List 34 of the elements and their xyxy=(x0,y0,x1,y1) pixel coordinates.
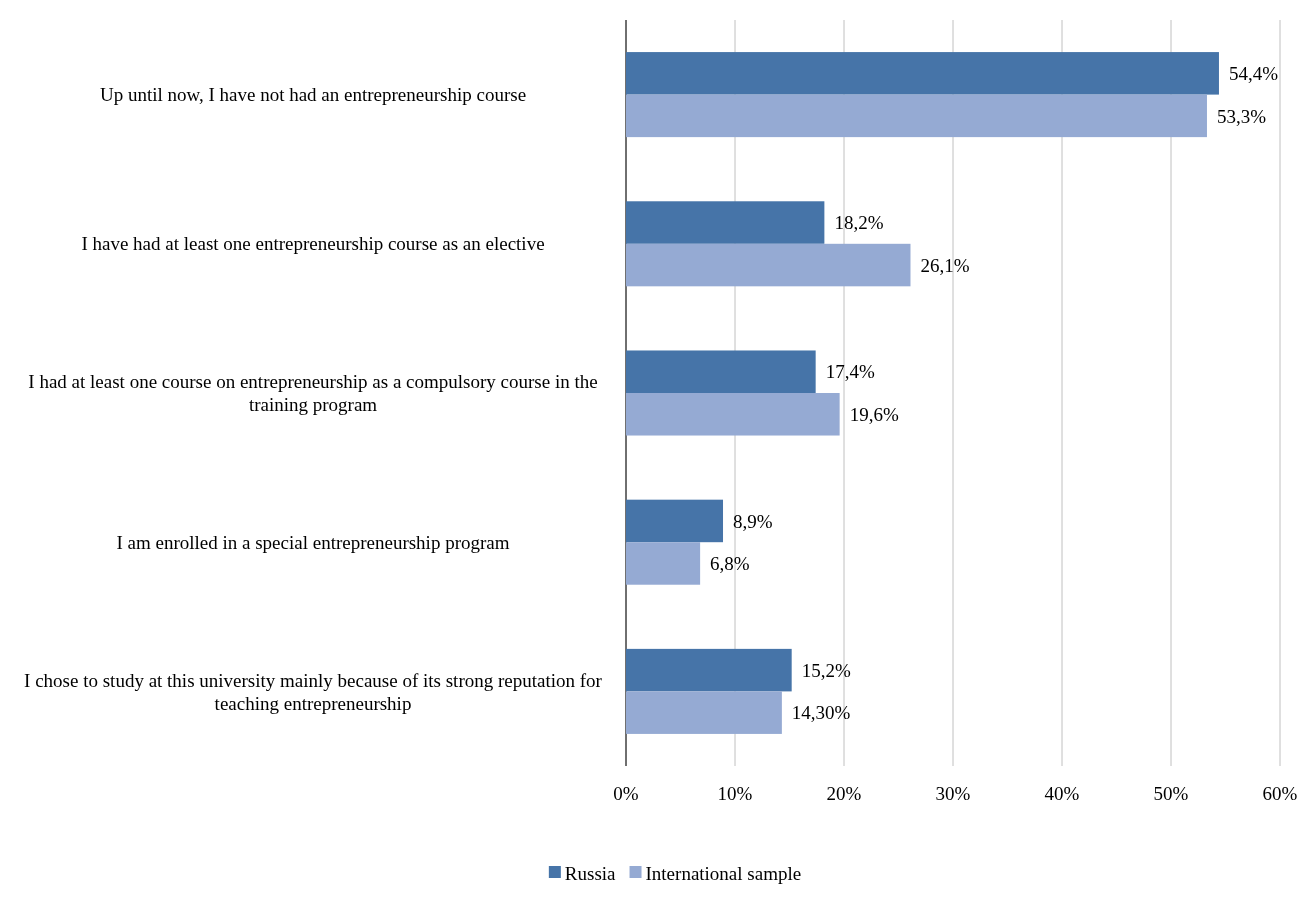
y-tick-label: I have had at least one entrepreneurship course as an elective xyxy=(81,233,545,255)
legend-label: International sample xyxy=(645,862,802,884)
bar xyxy=(626,201,825,244)
data-label: 17,4% xyxy=(825,361,875,383)
y-tick-label: I am enrolled in a special entrepreneurship program xyxy=(116,531,510,553)
data-label: 54,4% xyxy=(1228,62,1279,84)
data-label: 14,30% xyxy=(791,702,851,724)
y-tick-label: I chose to study at this university mainly because of its strong reputation for teaching entrepreneurship xyxy=(24,669,603,714)
bar xyxy=(626,243,911,287)
bar xyxy=(626,691,782,734)
bar xyxy=(626,52,1219,95)
x-tick-label: 50% xyxy=(1153,783,1189,804)
y-tick-label: I had at least one course on entrepreneurship as a compulsory course in the training program xyxy=(28,371,598,416)
data-label: 15,2% xyxy=(801,659,851,681)
data-label: 18,2% xyxy=(834,212,884,234)
x-tick-label: 30% xyxy=(935,783,971,804)
y-tick-label: Up until now, I have not had an entrepreneurship course xyxy=(99,84,527,106)
x-tick-label: 40% xyxy=(1044,783,1080,804)
x-tick-label: 20% xyxy=(826,783,862,804)
bar xyxy=(626,648,792,692)
bar xyxy=(626,350,816,393)
x-tick-label: 60% xyxy=(1262,783,1298,804)
data-label: 8,9% xyxy=(733,510,773,532)
data-label: 53,3% xyxy=(1216,105,1267,127)
data-label: 26,1% xyxy=(920,254,970,276)
legend-label: Russia xyxy=(564,862,617,884)
bar xyxy=(626,94,1207,138)
data-label: 19,6% xyxy=(849,403,899,425)
bar xyxy=(626,499,724,543)
bar xyxy=(626,542,701,585)
x-tick-label: 10% xyxy=(717,783,753,804)
x-tick-label: 0% xyxy=(613,783,639,804)
bar xyxy=(626,393,840,436)
data-label: 6,8% xyxy=(710,553,750,575)
